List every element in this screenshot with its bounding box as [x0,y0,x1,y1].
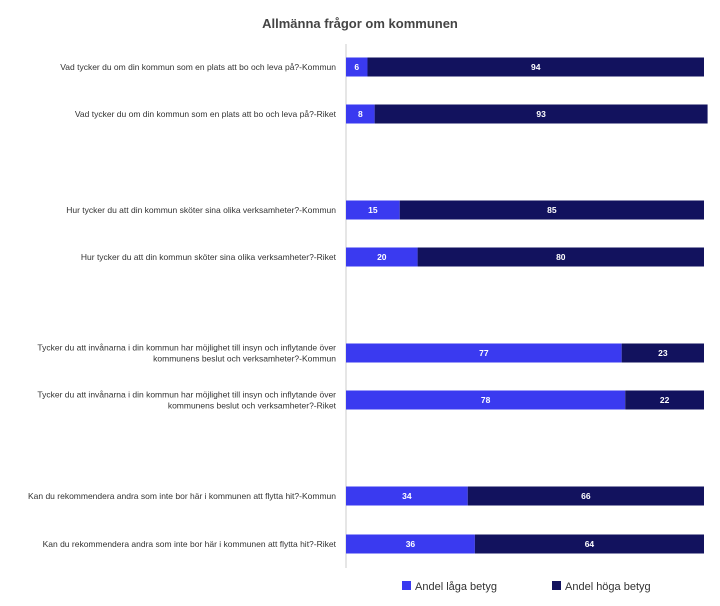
category-label: Vad tycker du om din kommun som en plats… [60,62,336,72]
bar-low-3 [346,247,418,267]
bar-high-0 [367,57,704,77]
category-label: Kan du rekommendera andra som inte bor h… [28,491,336,501]
bar-high-1 [374,104,708,124]
bar-value-label: 66 [581,491,591,501]
legend-swatch-high [552,581,561,590]
bar-low-7 [346,534,475,554]
bar-high-3 [417,247,704,267]
bar-high-4 [621,343,704,363]
category-label: Tycker du att invånarna i din kommun har… [37,390,336,400]
bar-value-label: 80 [556,252,566,262]
bar-high-2 [399,200,704,220]
bar-value-label: 78 [481,395,491,405]
bar-high-7 [474,534,704,554]
bars-group: 6 94 8 93 15 85 20 80 77 23 78 22 34 66 36 64 [346,57,708,554]
category-label: Tycker du att invånarna i din kommun har… [37,343,336,353]
category-label: Hur tycker du att din kommun sköter sina… [81,252,337,262]
bar-value-label: 6 [354,62,359,72]
bar-high-5 [625,390,704,410]
bar-value-label: 8 [358,109,363,119]
category-label: kommunens beslut och verksamheter?-Kommu… [153,354,336,364]
legend-label-high: Andel höga betyg [565,581,651,593]
bar-value-label: 20 [377,252,387,262]
bar-value-label: 34 [402,491,412,501]
bar-high-6 [467,486,704,506]
bar-low-1 [346,104,375,124]
bar-low-6 [346,486,468,506]
legend: Andel låga betyg Andel höga betyg [402,581,651,593]
bar-value-label: 36 [406,539,416,549]
bar-low-4 [346,343,622,363]
category-label: Hur tycker du att din kommun sköter sina… [66,205,336,215]
bar-value-label: 15 [368,205,378,215]
legend-label-low: Andel låga betyg [415,581,497,593]
bar-value-label: 94 [531,62,541,72]
legend-swatch-low [402,581,411,590]
bar-low-0 [346,57,368,77]
bar-value-label: 85 [547,205,557,215]
category-label: kommunens beslut och verksamheter?-Riket [168,401,337,411]
category-labels-group: Vad tycker du om din kommun som en plats… [28,62,337,549]
bar-value-label: 77 [479,348,489,358]
chart-title: Allmänna frågor om kommunen [262,16,458,31]
category-label: Kan du rekommendera andra som inte bor h… [43,539,337,549]
bar-value-label: 22 [660,395,670,405]
bar-value-label: 23 [658,348,668,358]
bar-value-label: 64 [585,539,595,549]
bar-low-5 [346,390,626,410]
bar-low-2 [346,200,400,220]
bar-value-label: 93 [536,109,546,119]
category-label: Vad tycker du om din kommun som en plats… [75,109,337,119]
